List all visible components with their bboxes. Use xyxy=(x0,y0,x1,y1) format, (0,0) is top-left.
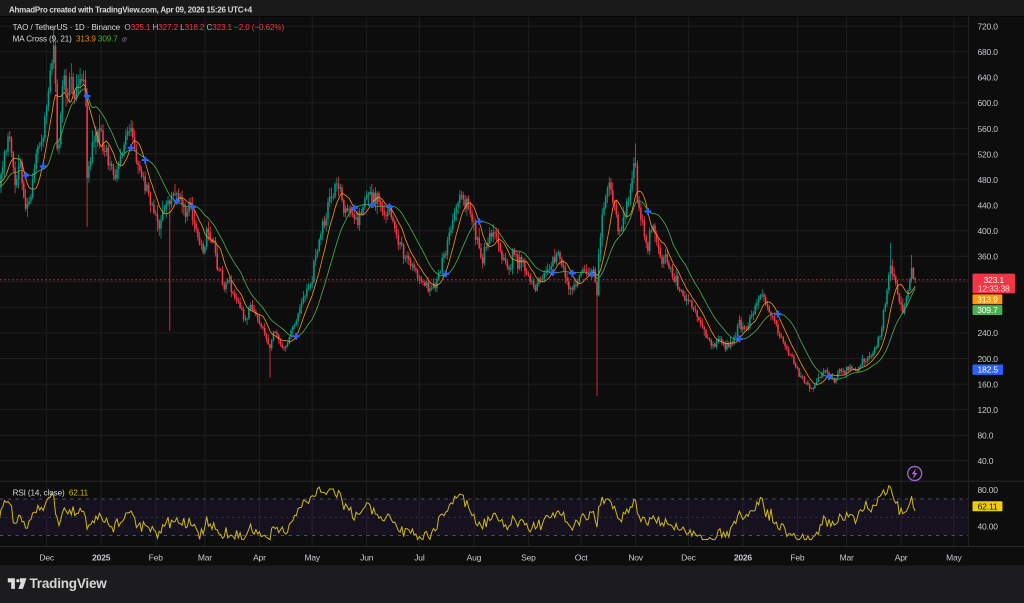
svg-text:12:33:38: 12:33:38 xyxy=(978,284,1010,294)
svg-text:Oct: Oct xyxy=(575,553,588,563)
svg-text:Jun: Jun xyxy=(360,553,374,563)
svg-text:200.0: 200.0 xyxy=(978,354,999,364)
svg-text:560.0: 560.0 xyxy=(978,124,999,134)
svg-text:Nov: Nov xyxy=(628,553,643,563)
svg-text:Mar: Mar xyxy=(198,553,212,563)
svg-text:323.1: 323.1 xyxy=(983,275,1004,285)
svg-text:313.9: 313.9 xyxy=(977,294,998,304)
svg-text:TAO / TetherUS · 1D · Binance: TAO / TetherUS · 1D · Binance O325.1 H32… xyxy=(13,23,285,32)
svg-text:May: May xyxy=(304,553,320,563)
svg-text:720.0: 720.0 xyxy=(978,22,999,32)
svg-text:Feb: Feb xyxy=(149,553,164,563)
svg-text:600.0: 600.0 xyxy=(978,98,999,108)
svg-text:80.00: 80.00 xyxy=(978,485,999,495)
svg-text:62.11: 62.11 xyxy=(978,501,998,511)
svg-text:Dec: Dec xyxy=(681,553,696,563)
svg-text:80.0: 80.0 xyxy=(978,431,994,441)
svg-text:Mar: Mar xyxy=(840,553,854,563)
svg-text:TradingView: TradingView xyxy=(30,576,108,591)
svg-text:360.0: 360.0 xyxy=(978,252,999,262)
svg-text:Jul: Jul xyxy=(414,553,425,563)
svg-text:480.0: 480.0 xyxy=(978,175,999,185)
svg-text:May: May xyxy=(946,553,962,563)
svg-text:AhmadPro created with TradingV: AhmadPro created with TradingView.com, A… xyxy=(9,5,253,14)
svg-text:40.0: 40.0 xyxy=(978,456,994,466)
svg-text:RSI (14, close) 62.11: RSI (14, close) 62.11 xyxy=(13,488,89,497)
svg-text:182.5: 182.5 xyxy=(977,365,998,375)
svg-text:309.7: 309.7 xyxy=(977,305,998,315)
svg-text:Feb: Feb xyxy=(790,553,805,563)
svg-text:Aug: Aug xyxy=(467,553,482,563)
svg-text:Dec: Dec xyxy=(39,553,54,563)
svg-text:Sep: Sep xyxy=(521,553,536,563)
svg-text:680.0: 680.0 xyxy=(978,47,999,57)
svg-text:2025: 2025 xyxy=(92,553,111,563)
svg-text:40.00: 40.00 xyxy=(978,522,999,532)
svg-text:Apr: Apr xyxy=(253,553,266,563)
svg-text:520.0: 520.0 xyxy=(978,149,999,159)
svg-text:2026: 2026 xyxy=(734,553,753,563)
svg-text:MA Cross (9, 21) 313.9 309.7: MA Cross (9, 21) 313.9 309.7 ⌀ xyxy=(13,35,127,44)
svg-text:160.0: 160.0 xyxy=(978,379,999,389)
svg-text:400.0: 400.0 xyxy=(978,226,999,236)
svg-text:Apr: Apr xyxy=(895,553,908,563)
svg-text:240.0: 240.0 xyxy=(978,328,999,338)
svg-text:120.0: 120.0 xyxy=(978,405,999,415)
svg-text:440.0: 440.0 xyxy=(978,200,999,210)
svg-text:640.0: 640.0 xyxy=(978,73,999,83)
